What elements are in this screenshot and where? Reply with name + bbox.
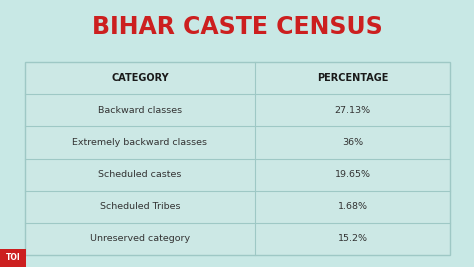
Text: 19.65%: 19.65% [335,170,371,179]
Text: Backward classes: Backward classes [98,106,182,115]
Text: Extremely backward classes: Extremely backward classes [73,138,208,147]
Text: PERCENTAGE: PERCENTAGE [317,73,388,83]
Text: 1.68%: 1.68% [337,202,367,211]
Bar [25,62,450,255]
Text: CATEGORY: CATEGORY [111,73,169,83]
Text: TOI: TOI [6,253,20,262]
Text: Scheduled Tribes: Scheduled Tribes [100,202,180,211]
Text: 36%: 36% [342,138,363,147]
Text: Unreserved category: Unreserved category [90,234,190,244]
Text: 27.13%: 27.13% [335,106,371,115]
Text: 15.2%: 15.2% [337,234,367,244]
Text: Scheduled castes: Scheduled castes [98,170,182,179]
Text: BIHAR CASTE CENSUS: BIHAR CASTE CENSUS [91,15,383,39]
Bar [0,249,26,267]
